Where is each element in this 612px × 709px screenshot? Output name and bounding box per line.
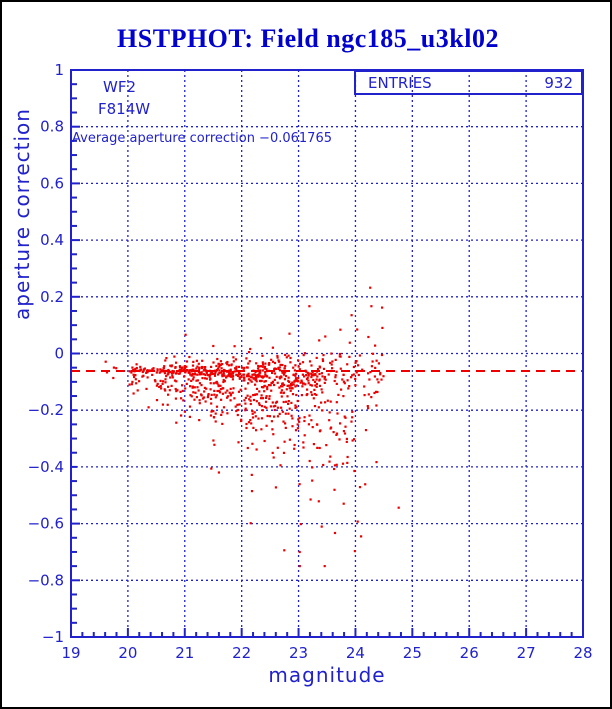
svg-text:20: 20 [118, 644, 137, 662]
x-tick-labels: 19 20 21 22 23 24 25 26 27 28 [61, 644, 592, 662]
svg-text:−0.6: −0.6 [28, 515, 64, 533]
entries-legend-box: ENTRIES 932 [354, 70, 583, 95]
svg-text:22: 22 [232, 644, 251, 662]
svg-text:0.8: 0.8 [40, 118, 64, 136]
y-axis-title: aperture correction [10, 108, 34, 320]
gridlines [71, 70, 583, 637]
svg-text:25: 25 [403, 644, 422, 662]
svg-text:23: 23 [289, 644, 308, 662]
entries-label: ENTRIES [368, 73, 432, 92]
average-correction-text: Average aperture correction −0.061765 [72, 131, 332, 146]
x-axis-title: magnitude [268, 663, 386, 687]
page-title: HSTPHOT: Field ngc185_u3kl02 [117, 24, 499, 53]
svg-text:0: 0 [54, 345, 64, 363]
svg-text:19: 19 [61, 644, 80, 662]
svg-text:−1: −1 [42, 628, 64, 646]
svg-text:1: 1 [54, 61, 64, 79]
detector-label: WF2 [103, 78, 137, 96]
y-tick-labels: 1 0.8 0.6 0.4 0.2 0 −0.2 −0.4 −0.6 −0.8 −1 [28, 61, 64, 646]
axis-ticks [70, 69, 584, 638]
svg-text:−0.8: −0.8 [28, 571, 64, 589]
svg-text:21: 21 [175, 644, 194, 662]
svg-text:−0.2: −0.2 [28, 401, 64, 419]
svg-text:0.2: 0.2 [40, 288, 64, 306]
filter-label: F814W [98, 100, 151, 118]
svg-text:24: 24 [346, 644, 365, 662]
entries-value: 932 [544, 73, 573, 92]
svg-text:27: 27 [517, 644, 536, 662]
svg-text:28: 28 [573, 644, 592, 662]
svg-text:−0.4: −0.4 [28, 458, 64, 476]
svg-text:26: 26 [460, 644, 479, 662]
svg-text:0.6: 0.6 [40, 174, 64, 192]
svg-text:0.4: 0.4 [40, 231, 64, 249]
scatter-points [104, 286, 400, 568]
